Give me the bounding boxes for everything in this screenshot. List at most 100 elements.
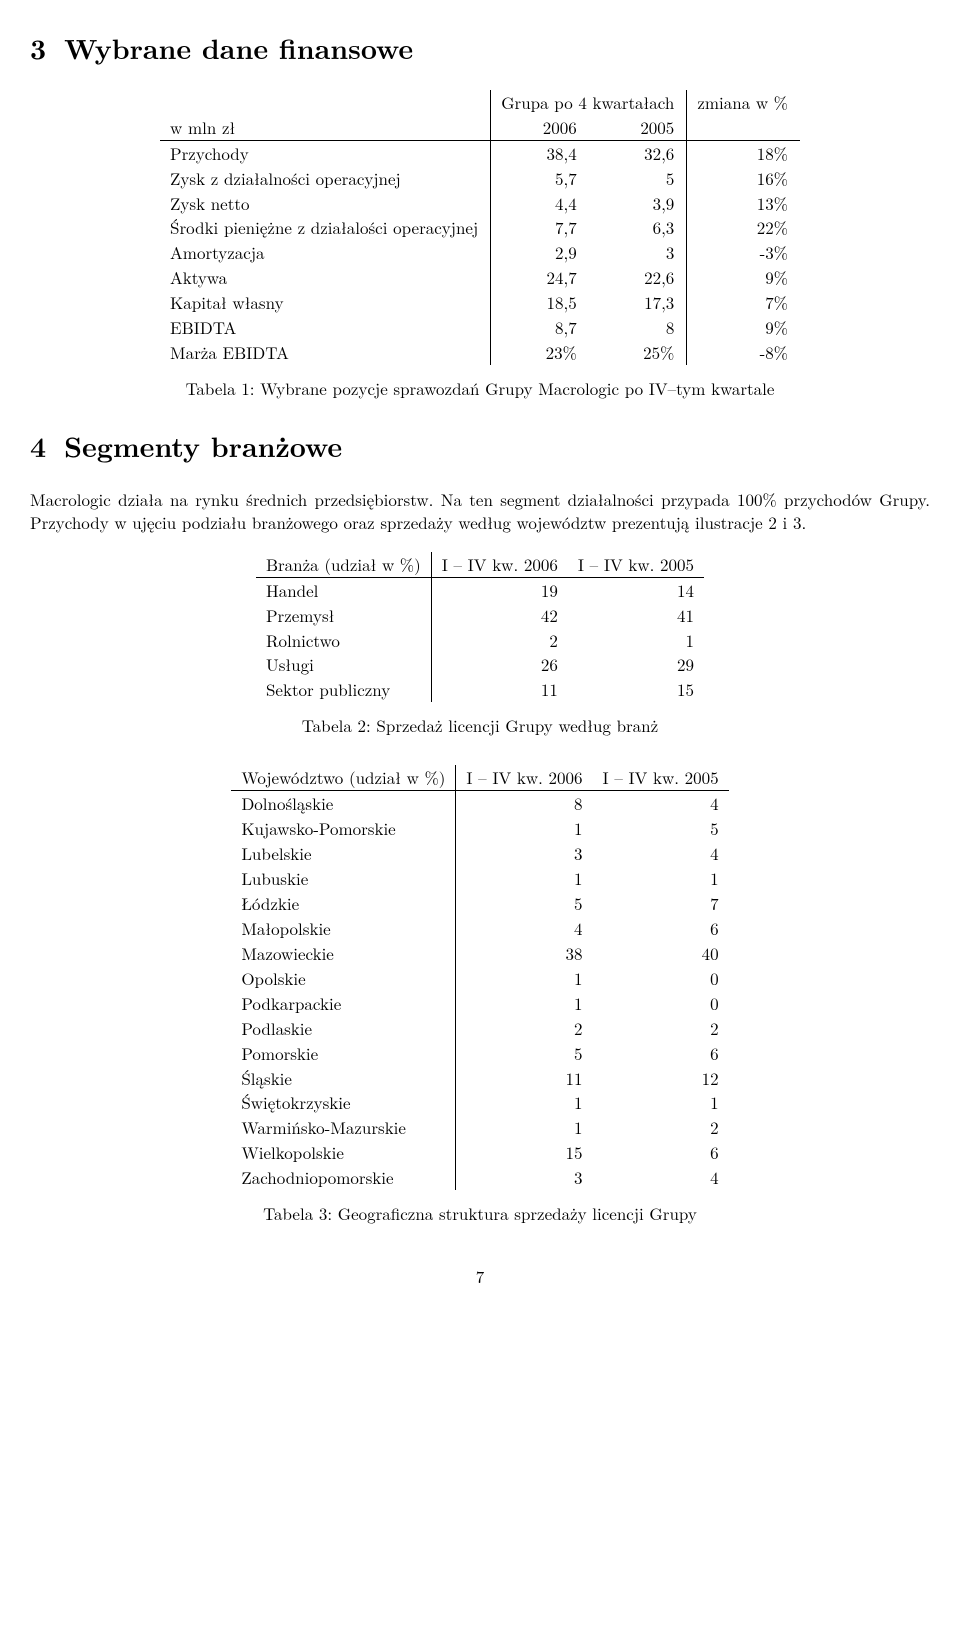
- section-number: 3: [30, 28, 46, 68]
- row-change: 9%: [687, 315, 800, 340]
- row-2006: 8,7: [491, 315, 589, 340]
- row-2005: 15: [568, 677, 704, 702]
- row-2006: 23%: [491, 340, 589, 365]
- row-2005: 14: [568, 577, 704, 602]
- row-2006: 26: [431, 652, 568, 677]
- row-label: Zachodniopomorskie: [231, 1165, 456, 1190]
- section-title: Segmenty branżowe: [64, 426, 342, 466]
- row-change: 16%: [687, 166, 800, 191]
- row-2005: 5: [593, 816, 729, 841]
- row-label: EBIDTA: [160, 315, 491, 340]
- row-2005: 1: [593, 866, 729, 891]
- table-row: Świętokrzyskie11: [231, 1090, 728, 1115]
- table-row: Lubelskie34: [231, 841, 728, 866]
- row-2006: 1: [456, 1115, 593, 1140]
- row-2005: 41: [568, 603, 704, 628]
- table-row: Handel1914: [256, 577, 704, 602]
- row-2006: 11: [431, 677, 568, 702]
- table1-empty-header: [687, 115, 800, 140]
- row-change: -3%: [687, 240, 800, 265]
- table2-2006-header: I – IV kw. 2006: [431, 552, 568, 577]
- row-2005: 4: [593, 1165, 729, 1190]
- row-label: Świętokrzyskie: [231, 1090, 456, 1115]
- row-2005: 6: [593, 916, 729, 941]
- row-label: Podkarpackie: [231, 991, 456, 1016]
- table-row: Sektor publiczny1115: [256, 677, 704, 702]
- row-2005: 0: [593, 966, 729, 991]
- row-2005: 1: [568, 628, 704, 653]
- row-2005: 6,3: [589, 215, 687, 240]
- row-label: Zysk netto: [160, 191, 491, 216]
- table-row: Małopolskie46: [231, 916, 728, 941]
- row-2006: 1: [456, 866, 593, 891]
- row-label: Warmińsko-Mazurskie: [231, 1115, 456, 1140]
- row-2006: 4: [456, 916, 593, 941]
- row-label: Handel: [256, 577, 431, 602]
- row-2005: 7: [593, 891, 729, 916]
- row-change: -8%: [687, 340, 800, 365]
- table-row: Wielkopolskie156: [231, 1140, 728, 1165]
- table-row: Przemysł4241: [256, 603, 704, 628]
- row-2006: 24,7: [491, 265, 589, 290]
- table3-2006-header: I – IV kw. 2006: [456, 765, 593, 790]
- table3-caption: Tabela 3: Geograficzna struktura sprzeda…: [30, 1202, 930, 1225]
- table-row: Amortyzacja2,93-3%: [160, 240, 800, 265]
- row-label: Amortyzacja: [160, 240, 491, 265]
- row-label: Przemysł: [256, 603, 431, 628]
- section-number: 4: [30, 426, 46, 466]
- row-label: Kujawsko-Pomorskie: [231, 816, 456, 841]
- row-2006: 42: [431, 603, 568, 628]
- row-change: 9%: [687, 265, 800, 290]
- row-2006: 38,4: [491, 140, 589, 165]
- table1-2006-header: 2006: [491, 115, 589, 140]
- row-change: 13%: [687, 191, 800, 216]
- section-4-heading: 4 Segmenty branżowe: [30, 428, 930, 466]
- row-2005: 22,6: [589, 265, 687, 290]
- row-label: Marża EBIDTA: [160, 340, 491, 365]
- row-label: Mazowieckie: [231, 941, 456, 966]
- row-change: 22%: [687, 215, 800, 240]
- row-2006: 3: [456, 1165, 593, 1190]
- row-2005: 2: [593, 1016, 729, 1041]
- row-label: Pomorskie: [231, 1041, 456, 1066]
- row-2005: 0: [593, 991, 729, 1016]
- row-2005: 5: [589, 166, 687, 191]
- table-row: Aktywa24,722,69%: [160, 265, 800, 290]
- table-row: Przychody38,432,618%: [160, 140, 800, 165]
- table1-corner: [160, 90, 491, 115]
- row-2006: 18,5: [491, 290, 589, 315]
- table-row: Zysk netto4,43,913%: [160, 191, 800, 216]
- row-2005: 2: [593, 1115, 729, 1140]
- table1-unit-header: w mln zł: [160, 115, 491, 140]
- table-row: Mazowieckie3840: [231, 941, 728, 966]
- row-2005: 32,6: [589, 140, 687, 165]
- row-2005: 6: [593, 1041, 729, 1066]
- section-title: Wybrane dane finansowe: [64, 28, 413, 68]
- table-row: Środki pieniężne z działalości operacyjn…: [160, 215, 800, 240]
- table-row: Podlaskie22: [231, 1016, 728, 1041]
- row-2006: 5: [456, 891, 593, 916]
- row-2005: 4: [593, 791, 729, 816]
- table-row: Opolskie10: [231, 966, 728, 991]
- row-change: 18%: [687, 140, 800, 165]
- row-change: 7%: [687, 290, 800, 315]
- row-2006: 5: [456, 1041, 593, 1066]
- row-2005: 29: [568, 652, 704, 677]
- section4-paragraph: Macrologic działa na rynku średnich prze…: [30, 488, 930, 534]
- row-label: Łódzkie: [231, 891, 456, 916]
- row-2005: 8: [589, 315, 687, 340]
- row-label: Opolskie: [231, 966, 456, 991]
- row-label: Zysk z działalności operacyjnej: [160, 166, 491, 191]
- row-label: Dolnośląskie: [231, 791, 456, 816]
- row-2005: 12: [593, 1066, 729, 1091]
- table-row: Pomorskie56: [231, 1041, 728, 1066]
- row-2006: 3: [456, 841, 593, 866]
- table1-change-header: zmiana w %: [687, 90, 800, 115]
- table-row: Kapitał własny18,517,37%: [160, 290, 800, 315]
- region-table: Województwo (udział w %) I – IV kw. 2006…: [231, 765, 728, 1190]
- page-number: 7: [30, 1265, 930, 1288]
- row-label: Małopolskie: [231, 916, 456, 941]
- table-row: Marża EBIDTA23%25%-8%: [160, 340, 800, 365]
- table3-2005-header: I – IV kw. 2005: [593, 765, 729, 790]
- row-2006: 4,4: [491, 191, 589, 216]
